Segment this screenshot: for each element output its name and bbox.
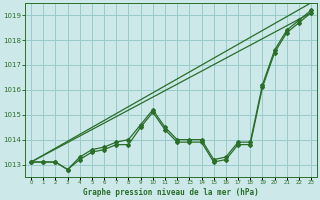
X-axis label: Graphe pression niveau de la mer (hPa): Graphe pression niveau de la mer (hPa) (83, 188, 259, 197)
